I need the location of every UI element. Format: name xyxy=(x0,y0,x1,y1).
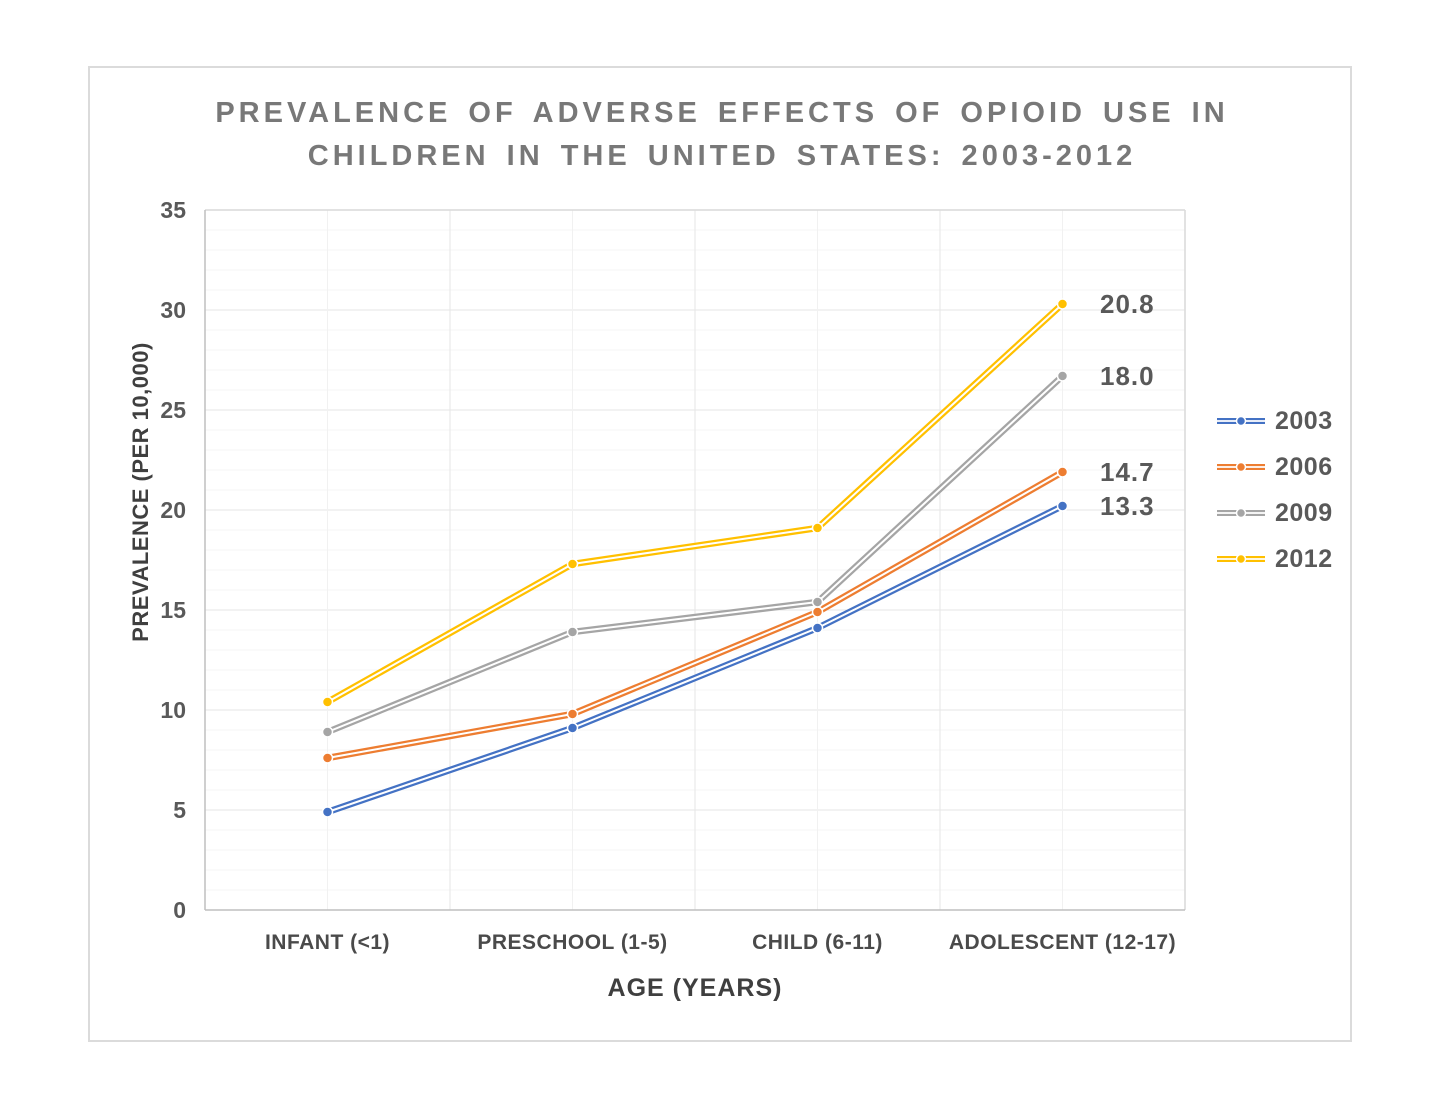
marker-2009-0 xyxy=(321,726,334,738)
axes xyxy=(204,209,1186,911)
legend-label-2012: 2012 xyxy=(1275,544,1333,573)
legend: 2003 2006 2009 2012 xyxy=(1216,398,1333,582)
chart-card: PREVALENCE OF ADVERSE EFFECTS OF OPIOID … xyxy=(88,66,1352,1042)
plot-area xyxy=(204,209,1186,911)
data-label-2012: 20.8 xyxy=(1100,289,1155,319)
x-tick-label-2: PRESCHOOL (1-5) xyxy=(477,931,668,954)
series-line-2003 xyxy=(321,500,1069,818)
legend-marker-icon-2012 xyxy=(1217,553,1265,565)
data-label-2003: 13.3 xyxy=(1100,491,1155,521)
legend-label-2003: 2003 xyxy=(1275,406,1333,435)
chart-title-line1: PREVALENCE OF ADVERSE EFFECTS OF OPIOID … xyxy=(215,97,1229,129)
marker-2012-0 xyxy=(321,696,334,708)
series-line-2012 xyxy=(321,298,1069,708)
legend-item-2012: 2012 xyxy=(1216,536,1333,582)
gridlines-vertical xyxy=(327,210,1063,910)
legend-marker-icon-2009 xyxy=(1217,507,1265,519)
x-tick-label-1: INFANT (<1) xyxy=(264,931,391,954)
legend-item-2003: 2003 xyxy=(1216,398,1333,444)
chart-title-line2: CHILDREN IN THE UNITED STATES: 2003-2012 xyxy=(307,140,1137,172)
chart-title: PREVALENCE OF ADVERSE EFFECTS OF OPIOID … xyxy=(90,92,1354,178)
y-tick-label-10: 10 xyxy=(160,697,186,723)
x-axis-title: AGE (YEARS) xyxy=(607,974,783,1002)
marker-2003-1 xyxy=(566,722,579,734)
marker-2006-2 xyxy=(811,606,824,618)
legend-marker-icon-2003 xyxy=(1217,415,1265,427)
y-tick-label-20: 20 xyxy=(160,497,186,523)
marker-2012-3 xyxy=(1056,298,1069,310)
x-tick-label-3: CHILD (6-11) xyxy=(752,931,883,954)
marker-2003-2 xyxy=(811,622,824,634)
data-label-2009: 18.0 xyxy=(1100,361,1155,391)
data-label-2006: 14.7 xyxy=(1100,457,1155,487)
legend-item-2009: 2009 xyxy=(1216,490,1333,536)
marker-2003-0 xyxy=(321,806,334,818)
marker-2009-1 xyxy=(566,626,579,638)
y-tick-label-35: 35 xyxy=(160,197,186,223)
marker-2012-2 xyxy=(811,522,824,534)
y-tick-label-30: 30 xyxy=(160,297,186,323)
marker-2006-3 xyxy=(1056,466,1069,478)
y-tick-label-15: 15 xyxy=(160,597,186,623)
marker-2003-3 xyxy=(1056,500,1069,512)
legend-marker-icon-2006 xyxy=(1217,461,1265,473)
legend-label-2009: 2009 xyxy=(1275,498,1333,527)
legend-item-2006: 2006 xyxy=(1216,444,1333,490)
marker-2006-0 xyxy=(321,752,334,764)
y-tick-label-5: 5 xyxy=(173,797,186,823)
x-tick-label-4: ADOLESCENT (12-17) xyxy=(948,931,1177,954)
y-tick-label-0: 0 xyxy=(173,897,186,923)
marker-2012-1 xyxy=(566,558,579,570)
series-line-2006 xyxy=(321,466,1069,764)
marker-2009-3 xyxy=(1056,370,1069,382)
marker-2009-2 xyxy=(811,596,824,608)
marker-2006-1 xyxy=(566,708,579,720)
y-axis-title: PREVALENCE (PER 10,000) xyxy=(128,342,153,642)
series-line-2009 xyxy=(321,370,1069,738)
y-tick-label-25: 25 xyxy=(160,397,186,423)
legend-label-2006: 2006 xyxy=(1275,452,1333,481)
